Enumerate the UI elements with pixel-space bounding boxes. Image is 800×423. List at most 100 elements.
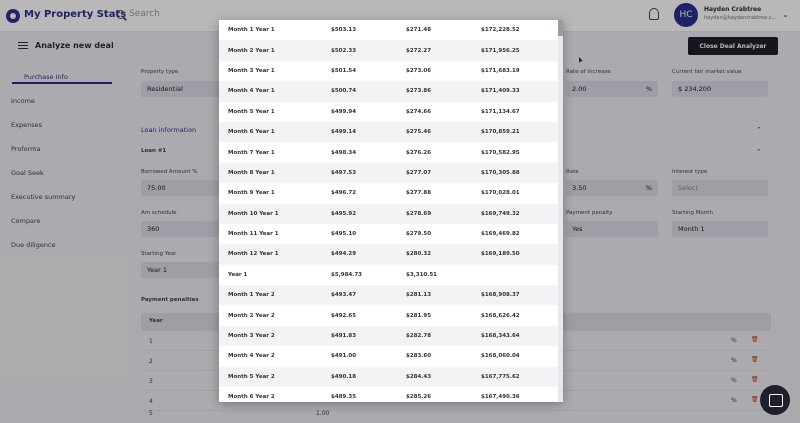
property-type-select[interactable]: Residential <box>141 81 231 97</box>
interest-cell: $501.54 <box>331 67 357 74</box>
balance-cell: $170,582.95 <box>481 149 520 156</box>
menu-icon[interactable] <box>18 42 28 49</box>
balance-cell: $167,775.62 <box>481 373 520 380</box>
principal-cell: $3,310.51 <box>406 271 437 278</box>
sidebar-item-expenses[interactable]: Expenses <box>11 121 42 129</box>
interest-cell: $499.94 <box>331 108 357 115</box>
chevron-down-icon[interactable]: ⌄ <box>782 10 789 19</box>
principal-cell: $279.50 <box>406 231 432 238</box>
period-cell: Year 1 <box>228 271 248 278</box>
property-type-label: Property type <box>141 69 179 75</box>
loan-number: Loan #1 <box>141 148 167 154</box>
interest-cell: $494.29 <box>331 251 357 258</box>
fair-value-input[interactable]: $ 234,200 <box>672 81 768 97</box>
trash-icon[interactable]: 🗑 <box>751 396 759 403</box>
balance-cell: $171,409.33 <box>481 88 520 95</box>
table-row: Month 5 Year 1 $499.94 $274.66 $171,134.67 <box>219 102 563 122</box>
principal-cell: $272.27 <box>406 47 432 54</box>
borrowed-input[interactable]: 75.00 <box>141 180 231 196</box>
balance-cell: $168,908.37 <box>481 292 520 299</box>
active-tab-indicator <box>12 82 112 84</box>
logo-icon[interactable] <box>6 9 20 23</box>
table-row: Year 1 $5,984.73 $3,310.51 <box>219 265 563 285</box>
bell-icon[interactable] <box>649 8 659 20</box>
principal-cell: $277.07 <box>406 169 432 176</box>
trash-icon[interactable]: 🗑 <box>751 376 759 383</box>
table-row: Month 3 Year 2 $491.83 $282.78 $168,343.64 <box>219 325 563 347</box>
rate-increase-input[interactable]: 2.00% <box>566 81 658 97</box>
interest-cell: $491.83 <box>331 333 357 340</box>
chat-icon[interactable] <box>760 385 790 415</box>
period-cell: Month 2 Year 1 <box>228 47 275 54</box>
rate-label: Rate <box>566 169 579 175</box>
table-row: 5 1.00 <box>149 410 330 417</box>
sidebar-item-purchase-info[interactable]: Purchase Info <box>24 73 68 81</box>
page-title: Analyze new deal <box>35 41 114 50</box>
sidebar-item-income[interactable]: Income <box>11 97 35 105</box>
penalty-select[interactable]: Yes <box>566 221 658 237</box>
balance-cell: $168,343.64 <box>481 333 520 340</box>
search-icon[interactable] <box>116 10 125 19</box>
period-cell: Month 5 Year 1 <box>228 108 275 115</box>
table-row: Month 1 Year 2 $493.47 $281.13 $168,908.37 <box>219 285 563 306</box>
table-row: Month 5 Year 2 $490.18 $284.43 $167,775.62 <box>219 366 563 388</box>
principal-cell: $278.69 <box>406 210 432 217</box>
sidebar-item-compare[interactable]: Compare <box>11 217 41 225</box>
scrollbar[interactable] <box>558 20 563 402</box>
period-cell: Month 1 Year 1 <box>228 27 275 34</box>
table-row: Month 10 Year 1 $495.92 $278.69 $169,749.32 <box>219 203 563 224</box>
search-input[interactable]: Search <box>129 9 160 19</box>
period-cell: Month 6 Year 2 <box>228 394 275 401</box>
sidebar-item-due-diligence[interactable]: Due diligence <box>11 241 56 249</box>
percent-symbol: % <box>645 184 652 192</box>
loan-section-title[interactable]: Loan information <box>141 126 197 134</box>
period-cell: Month 4 Year 1 <box>228 88 275 95</box>
trash-icon[interactable]: 🗑 <box>751 356 759 363</box>
amortization-table: Month 1 Year 1 $503.13 $271.48 $172,228.52 M… <box>219 20 563 402</box>
period-cell: Month 3 Year 1 <box>228 67 275 74</box>
principal-cell: $284.43 <box>406 373 432 380</box>
sidebar-item-goal-seek[interactable]: Goal Seek <box>11 169 44 177</box>
rate-increase-value: 2.00 <box>572 85 587 93</box>
penalty-value[interactable]: 1.00 <box>316 410 330 417</box>
balance-cell: $168,626.42 <box>481 312 520 319</box>
balance-cell: $170,859.21 <box>481 129 520 136</box>
table-row: Month 11 Year 1 $495.10 $279.50 $169,469.82 <box>219 224 563 244</box>
period-cell: Month 9 Year 1 <box>228 190 275 197</box>
period-cell: Month 11 Year 1 <box>228 231 279 238</box>
percent-symbol: % <box>731 337 737 344</box>
close-deal-analyzer-button[interactable]: Close Deal Analyzer <box>688 37 778 55</box>
chevron-up-icon[interactable]: ⌃ <box>756 126 762 134</box>
principal-cell: $281.95 <box>406 312 432 319</box>
trash-icon[interactable]: 🗑 <box>751 336 759 343</box>
amortization-modal: Month 1 Year 1 $503.13 $271.48 $172,228.52 M… <box>219 20 563 402</box>
sidebar-item-executive-summary[interactable]: Executive summary <box>11 193 76 201</box>
avatar[interactable]: HC <box>674 3 698 27</box>
principal-cell: $283.60 <box>406 353 432 360</box>
sidebar-item-proforma[interactable]: Proforma <box>11 145 41 153</box>
brand-name[interactable]: My Property Stats <box>24 9 127 20</box>
period-cell: Month 5 Year 2 <box>228 373 275 380</box>
period-cell: Month 4 Year 2 <box>228 353 275 360</box>
interest-type-select[interactable]: Select <box>672 180 768 196</box>
principal-cell: $273.06 <box>406 67 432 74</box>
interest-cell: $496.72 <box>331 190 357 197</box>
rate-input[interactable]: 3.50% <box>566 180 658 196</box>
rate-increase-label: Rate of increase <box>566 69 611 75</box>
table-row: Month 2 Year 2 $492.65 $281.95 $168,626.42 <box>219 305 563 325</box>
principal-cell: $282.78 <box>406 333 432 340</box>
start-month-select[interactable]: Month 1 <box>672 221 768 237</box>
start-year-label: Starting Year <box>141 251 177 257</box>
start-year-select[interactable]: Year 1 <box>141 262 231 278</box>
start-month-label: Starting Month <box>672 210 713 216</box>
chevron-up-icon[interactable]: ⌃ <box>756 148 762 156</box>
table-row: Month 7 Year 1 $498.34 $276.26 $170,582.95 <box>219 142 563 162</box>
am-schedule-label: Am schedule <box>141 210 177 216</box>
balance-cell: $171,683.19 <box>481 67 520 74</box>
balance-cell: $168,060.04 <box>481 353 520 360</box>
table-row: 4% 🗑 <box>141 391 771 411</box>
am-schedule-input[interactable]: 360 <box>141 221 231 237</box>
penalties-title: Payment penalties <box>141 297 199 303</box>
scrollbar-thumb[interactable] <box>558 20 563 36</box>
interest-cell: $495.10 <box>331 231 357 238</box>
